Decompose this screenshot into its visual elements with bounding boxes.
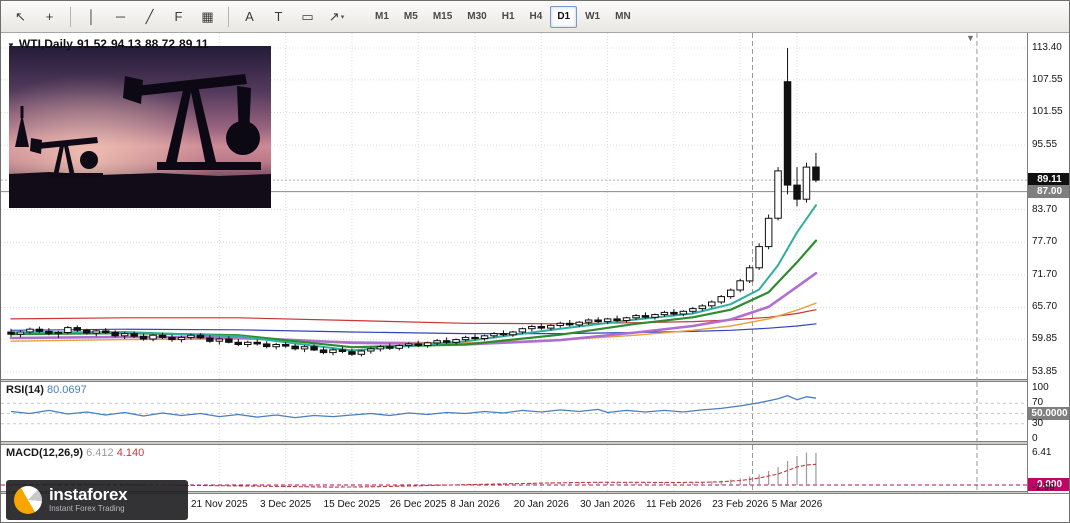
price-axis-label: 71.70 (1032, 269, 1057, 280)
timeframe-m30-button[interactable]: M30 (460, 6, 493, 28)
price-axis-label: 59.85 (1032, 333, 1057, 344)
rsi-canvas[interactable] (1, 382, 1027, 441)
price-axis-label: 113.40 (1032, 42, 1062, 53)
rsi-panel[interactable]: RSI(14) 80.0697 (1, 381, 1027, 442)
dropdown-caret-icon: ▾ (341, 13, 345, 21)
price-axis[interactable]: 113.40 107.55 101.55 95.55 83.70 77.70 71.70 65… (1027, 33, 1070, 493)
rsi-label: RSI(14) 80.0697 (6, 384, 87, 396)
toolbar-separator (228, 7, 229, 27)
shapes-tool-icon[interactable]: ▭ (294, 5, 321, 29)
bar-close: 89.11 (179, 37, 208, 51)
mt4-chart-window: ↖+ │─╱F▦ AT▭↗▾ M1M5M15M30H1H4D1W1MN ▼ WTI,D… (0, 0, 1070, 523)
macd-axis-label: 6.41 (1032, 447, 1051, 458)
chart-shift-marker-icon[interactable]: ▼ (966, 33, 975, 43)
chart-title: ▼ WTI,Daily 91.52 94.13 88.72 89.11 (7, 37, 212, 51)
bar-high: 94.13 (111, 37, 141, 51)
instaforex-watermark-text: instaforex Instant Forex Trading (49, 486, 127, 513)
timeframe-h4-button[interactable]: H4 (523, 6, 550, 28)
price-axis-label: 77.70 (1032, 236, 1057, 247)
trendline-tool-icon[interactable]: ╱ (136, 5, 163, 29)
timeframe-mn-button[interactable]: MN (608, 6, 638, 28)
timeframe-m15-button[interactable]: M15 (426, 6, 459, 28)
rsi-value: 80.0697 (47, 384, 87, 396)
rsi-axis-label: 0 (1032, 433, 1038, 444)
rsi-name: RSI(14) (6, 384, 44, 396)
price-axis-label: 101.55 (1032, 106, 1063, 117)
horizontal-line-tool-icon[interactable]: ─ (107, 5, 134, 29)
bar-low: 88.72 (145, 37, 175, 51)
instaforex-brand: instaforex (49, 486, 127, 504)
macd-value-main: 6.412 (86, 447, 114, 459)
crosshair-tool-icon[interactable]: + (36, 5, 63, 29)
fibonacci-tool-icon[interactable]: F (165, 5, 192, 29)
rsi-axis-label: 30 (1032, 418, 1043, 429)
macd-value-signal: 4.140 (117, 447, 145, 459)
oil-pumpjack-photo (9, 46, 271, 208)
date-axis-label: 15 Dec 2025 (315, 499, 389, 510)
macd-label: MACD(12,26,9) 6.412 4.140 (6, 447, 144, 459)
timeframe-m1-button[interactable]: M1 (368, 6, 396, 28)
vertical-line-tool-icon[interactable]: │ (78, 5, 105, 29)
timeframe-w1-button[interactable]: W1 (578, 6, 607, 28)
date-axis-label: 30 Jan 2026 (571, 499, 645, 510)
instaforex-watermark: instaforex Instant Forex Trading (6, 480, 188, 520)
timeframe-d1-button[interactable]: D1 (550, 6, 577, 28)
price-axis-label: 107.55 (1032, 74, 1063, 85)
date-axis-label: 5 Mar 2026 (760, 499, 834, 510)
text-label-tool-icon[interactable]: T (265, 5, 292, 29)
toolbar: ↖+ │─╱F▦ AT▭↗▾ M1M5M15M30H1H4D1W1MN (1, 1, 1070, 33)
date-axis-label: 3 Dec 2025 (249, 499, 323, 510)
date-axis-label: 11 Feb 2026 (637, 499, 711, 510)
one-click-panel-toggle-icon[interactable]: ▼ (7, 41, 15, 50)
chart-symbol-period: WTI,Daily (19, 37, 73, 51)
timeframe-h1-button[interactable]: H1 (495, 6, 522, 28)
arrows-tool-icon[interactable]: ↗▾ (323, 5, 350, 29)
price-badge: 87.00 (1028, 185, 1070, 198)
text-tool-icon[interactable]: A (236, 5, 263, 29)
macd-name: MACD(12,26,9) (6, 447, 83, 459)
instaforex-logo-icon (14, 486, 42, 514)
cursor-tool-icon[interactable]: ↖ (7, 5, 34, 29)
rsi-axis-label: 100 (1032, 382, 1049, 393)
timeframe-m5-button[interactable]: M5 (397, 6, 425, 28)
instaforex-tagline: Instant Forex Trading (49, 505, 127, 513)
date-axis-label: 8 Jan 2026 (438, 499, 512, 510)
price-axis-label: 95.55 (1032, 139, 1057, 150)
date-axis-label: 21 Nov 2025 (182, 499, 256, 510)
toolbar-separator (70, 7, 71, 27)
oil-pumpjack-photo-image (9, 46, 271, 208)
drawing-tools-group: ↖+ │─╱F▦ AT▭↗▾ (7, 5, 350, 29)
date-axis-label: 20 Jan 2026 (504, 499, 578, 510)
price-axis-label: 65.70 (1032, 301, 1057, 312)
price-axis-label: 53.85 (1032, 366, 1057, 377)
price-axis-label: 83.70 (1032, 204, 1057, 215)
channels-tool-icon[interactable]: ▦ (194, 5, 221, 29)
bar-open: 91.52 (77, 37, 107, 51)
timeframe-group: M1M5M15M30H1H4D1W1MN (368, 6, 638, 28)
macd-axis-label: -1.99 (1032, 482, 1055, 493)
price-chart-panel[interactable]: ▼ WTI,Daily 91.52 94.13 88.72 89.11 ▼ (1, 33, 1027, 380)
